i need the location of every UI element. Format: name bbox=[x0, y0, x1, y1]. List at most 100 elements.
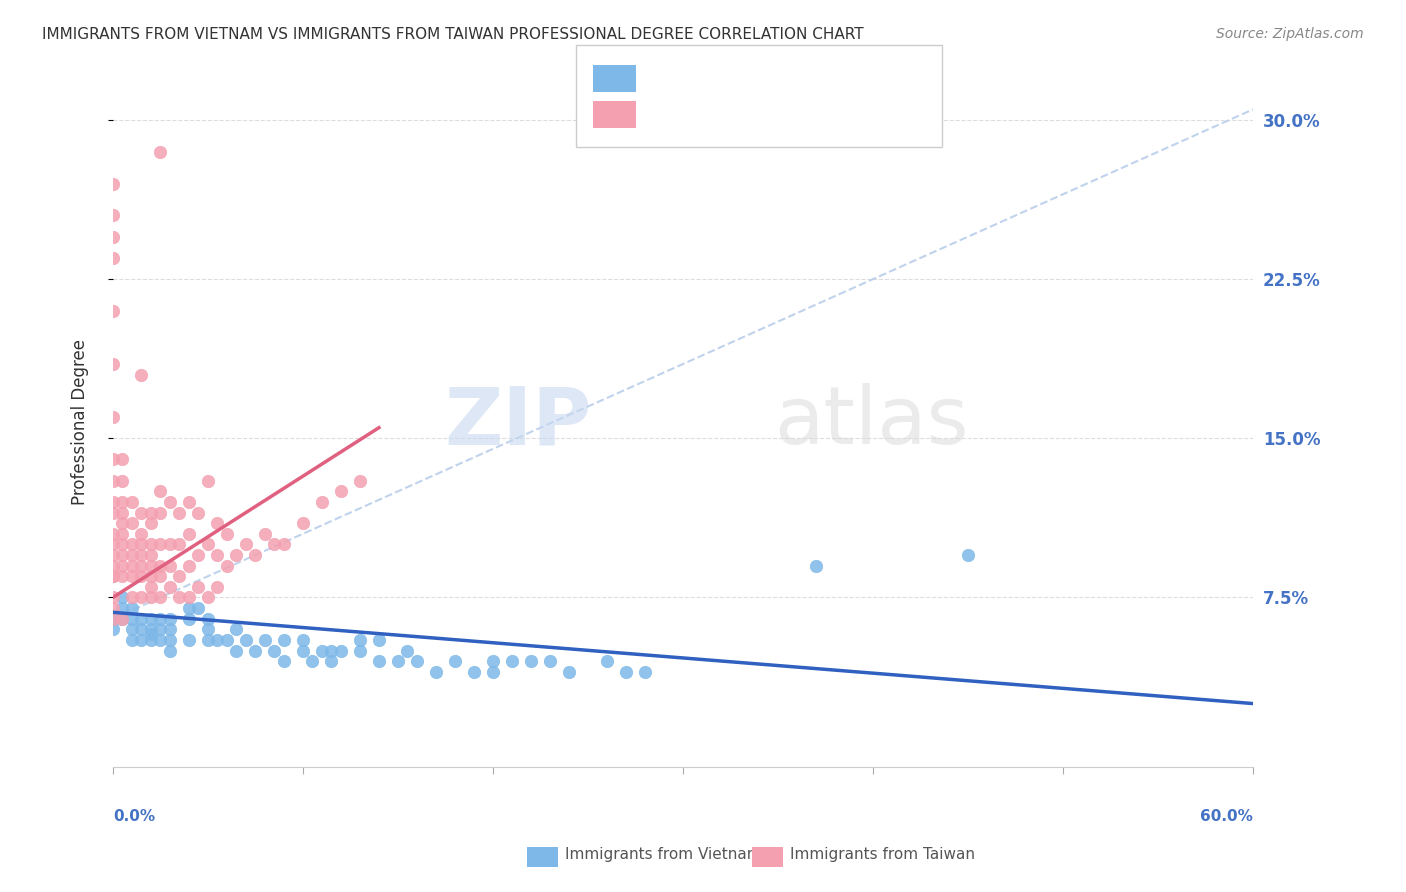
Point bbox=[215, 632, 238, 647]
Point bbox=[634, 665, 657, 679]
Point bbox=[187, 580, 209, 594]
Point bbox=[101, 548, 124, 562]
Text: R = -0.209: R = -0.209 bbox=[644, 69, 733, 87]
Point bbox=[149, 591, 172, 605]
Point bbox=[197, 537, 219, 551]
Point bbox=[225, 643, 247, 657]
Point bbox=[149, 506, 172, 520]
Point bbox=[207, 516, 229, 531]
Point bbox=[215, 526, 238, 541]
Point bbox=[177, 601, 200, 615]
Point bbox=[139, 548, 162, 562]
Text: R =  0.239: R = 0.239 bbox=[644, 104, 733, 122]
Point bbox=[463, 665, 485, 679]
Point bbox=[149, 612, 172, 626]
Point bbox=[121, 495, 143, 509]
Point bbox=[321, 654, 343, 668]
Point bbox=[406, 654, 429, 668]
Point bbox=[235, 537, 257, 551]
Point bbox=[139, 580, 162, 594]
Point bbox=[149, 558, 172, 573]
Point bbox=[291, 643, 314, 657]
Point bbox=[177, 612, 200, 626]
Point bbox=[321, 643, 343, 657]
Point bbox=[177, 526, 200, 541]
Point bbox=[273, 537, 295, 551]
Point bbox=[101, 537, 124, 551]
Point bbox=[131, 548, 153, 562]
Point bbox=[101, 357, 124, 371]
Point bbox=[197, 474, 219, 488]
Point bbox=[101, 304, 124, 318]
Text: ZIP: ZIP bbox=[444, 384, 592, 461]
Point bbox=[329, 484, 352, 499]
Point bbox=[131, 526, 153, 541]
Text: Source: ZipAtlas.com: Source: ZipAtlas.com bbox=[1216, 27, 1364, 41]
Text: 60.0%: 60.0% bbox=[1201, 809, 1253, 823]
Point bbox=[139, 622, 162, 636]
Point bbox=[131, 368, 153, 382]
Point bbox=[396, 643, 419, 657]
Point bbox=[121, 558, 143, 573]
Point bbox=[139, 569, 162, 583]
Point bbox=[253, 632, 276, 647]
Point bbox=[131, 612, 153, 626]
Point bbox=[101, 251, 124, 265]
Point bbox=[301, 654, 323, 668]
Point bbox=[111, 591, 134, 605]
Point bbox=[207, 548, 229, 562]
Point bbox=[111, 474, 134, 488]
Point bbox=[263, 537, 285, 551]
Point bbox=[169, 569, 191, 583]
Point bbox=[538, 654, 561, 668]
Point bbox=[177, 558, 200, 573]
Point bbox=[101, 569, 124, 583]
Point bbox=[614, 665, 637, 679]
Point bbox=[101, 601, 124, 615]
Point bbox=[159, 643, 181, 657]
Point bbox=[368, 632, 391, 647]
Point bbox=[101, 452, 124, 467]
Point bbox=[159, 632, 181, 647]
Point bbox=[444, 654, 467, 668]
Point bbox=[207, 580, 229, 594]
Point bbox=[121, 516, 143, 531]
Point bbox=[101, 208, 124, 222]
Point bbox=[804, 558, 827, 573]
Point bbox=[273, 654, 295, 668]
Point bbox=[101, 506, 124, 520]
Point bbox=[131, 622, 153, 636]
Text: 0.0%: 0.0% bbox=[112, 809, 155, 823]
Point bbox=[329, 643, 352, 657]
Point bbox=[169, 537, 191, 551]
Point bbox=[425, 665, 447, 679]
Point bbox=[121, 548, 143, 562]
Point bbox=[349, 643, 371, 657]
Point bbox=[121, 569, 143, 583]
Point bbox=[131, 591, 153, 605]
Text: N = 68: N = 68 bbox=[787, 69, 849, 87]
Point bbox=[111, 569, 134, 583]
Point bbox=[139, 626, 162, 640]
Point bbox=[311, 495, 333, 509]
Point bbox=[131, 537, 153, 551]
Point bbox=[177, 632, 200, 647]
Point bbox=[121, 601, 143, 615]
Point bbox=[101, 591, 124, 605]
Point bbox=[311, 643, 333, 657]
Point bbox=[197, 612, 219, 626]
Point bbox=[235, 632, 257, 647]
Point bbox=[101, 177, 124, 191]
Point bbox=[187, 548, 209, 562]
Point bbox=[291, 516, 314, 531]
Point bbox=[111, 558, 134, 573]
Point bbox=[159, 612, 181, 626]
Point bbox=[149, 569, 172, 583]
Point bbox=[187, 506, 209, 520]
Point bbox=[207, 632, 229, 647]
Point bbox=[121, 612, 143, 626]
Point bbox=[159, 495, 181, 509]
Point bbox=[111, 506, 134, 520]
Point bbox=[263, 643, 285, 657]
Point bbox=[520, 654, 543, 668]
